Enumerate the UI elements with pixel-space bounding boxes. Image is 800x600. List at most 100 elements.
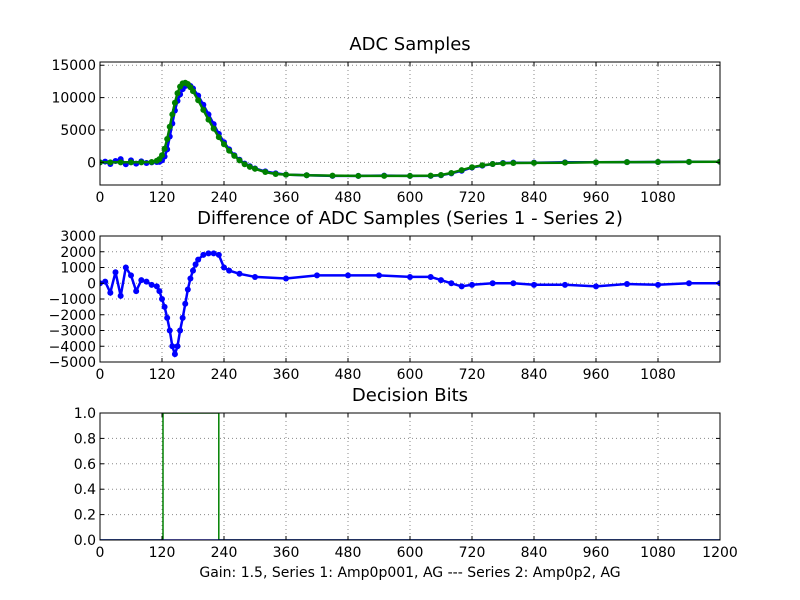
data-point — [117, 292, 124, 299]
data-point — [252, 273, 258, 280]
data-point — [427, 172, 434, 179]
x-tick-label: 720 — [459, 190, 486, 206]
series-group — [100, 79, 720, 179]
x-tick-label: 960 — [583, 545, 610, 561]
y-tick-label: 1.0 — [74, 406, 96, 422]
data-point — [107, 289, 114, 296]
data-point — [655, 159, 661, 166]
x-tick-label: 240 — [211, 367, 238, 383]
data-point — [226, 267, 233, 274]
data-point — [407, 172, 413, 179]
data-point — [128, 159, 134, 166]
data-point — [174, 90, 181, 97]
data-point — [102, 278, 109, 285]
series-group — [100, 413, 720, 540]
x-tick-label: 360 — [273, 367, 300, 383]
data-point — [562, 159, 568, 166]
data-point — [187, 275, 194, 282]
y-tick-label: 5000 — [60, 123, 96, 139]
data-point — [171, 99, 178, 106]
x-tick-label: 480 — [335, 367, 362, 383]
y-tick-label: 2000 — [60, 245, 96, 261]
data-point — [161, 303, 168, 310]
x-tick-label: 0 — [96, 367, 105, 383]
x-tick-label: 1200 — [702, 545, 738, 561]
data-point — [107, 159, 114, 166]
data-point — [717, 158, 720, 165]
data-point — [143, 278, 150, 285]
data-point — [210, 125, 217, 132]
data-point — [215, 134, 222, 141]
data-point — [133, 288, 140, 295]
data-point — [303, 172, 310, 179]
x-tick-label: 120 — [149, 545, 176, 561]
data-point — [562, 281, 568, 288]
x-tick-label: 1080 — [640, 367, 676, 383]
data-point — [226, 147, 233, 154]
data-point — [283, 171, 289, 178]
data-point — [210, 250, 217, 257]
data-point — [205, 250, 212, 257]
data-point — [381, 172, 388, 179]
data-point — [283, 275, 289, 282]
data-point — [159, 296, 165, 302]
data-point — [510, 280, 517, 287]
data-point — [246, 163, 253, 170]
data-point — [593, 283, 599, 290]
data-point — [117, 159, 124, 166]
y-tick-label: 15000 — [51, 58, 96, 74]
x-tick-label: 960 — [583, 367, 610, 383]
x-tick-label: 1080 — [640, 190, 676, 206]
axes-frame — [99, 412, 721, 541]
y-tick-label: −2000 — [49, 308, 96, 324]
x-tick-label: 480 — [335, 545, 362, 561]
figure-footer: Gain: 1.5, Series 1: Amp0p001, AG --- Se… — [199, 565, 620, 581]
data-point — [489, 160, 496, 167]
data-point — [531, 159, 537, 166]
data-point — [184, 286, 191, 293]
data-point — [205, 116, 212, 123]
data-point — [182, 300, 189, 307]
data-point — [489, 280, 496, 287]
x-tick-label: 720 — [459, 367, 486, 383]
data-point — [138, 159, 145, 166]
x-tick-label: 240 — [211, 545, 238, 561]
data-point — [153, 283, 160, 290]
x-tick-label: 600 — [397, 545, 424, 561]
data-point — [200, 106, 207, 113]
x-tick-label: 960 — [583, 190, 610, 206]
data-point — [329, 172, 336, 179]
data-point — [252, 165, 258, 172]
data-point — [448, 280, 455, 287]
data-point — [624, 281, 630, 288]
x-tick-label: 840 — [521, 367, 548, 383]
data-point — [469, 164, 475, 171]
data-point — [231, 152, 238, 159]
y-tick-label: 0.6 — [74, 457, 96, 473]
series-group — [100, 250, 720, 359]
data-point — [128, 272, 134, 279]
y-tick-label: 0.4 — [74, 482, 96, 498]
y-tick-label: 0.2 — [74, 508, 96, 524]
data-point — [236, 270, 243, 277]
y-tick-label: 3000 — [60, 229, 96, 245]
data-point — [438, 171, 444, 178]
x-tick-label: 120 — [149, 367, 176, 383]
data-point — [177, 327, 184, 334]
data-point — [195, 97, 202, 104]
data-point — [200, 251, 207, 258]
data-point — [221, 141, 227, 148]
data-point — [686, 158, 692, 165]
x-tick-label: 480 — [335, 190, 362, 206]
data-point — [458, 167, 465, 174]
data-point — [376, 272, 382, 279]
data-point — [192, 261, 199, 268]
data-point — [169, 343, 176, 350]
x-tick-label: 600 — [397, 367, 424, 383]
y-tick-label: −4000 — [49, 339, 96, 355]
x-tick-label: 360 — [273, 545, 300, 561]
x-tick-label: 600 — [397, 190, 424, 206]
y-tick-label: −3000 — [49, 324, 96, 340]
data-point — [510, 159, 517, 166]
